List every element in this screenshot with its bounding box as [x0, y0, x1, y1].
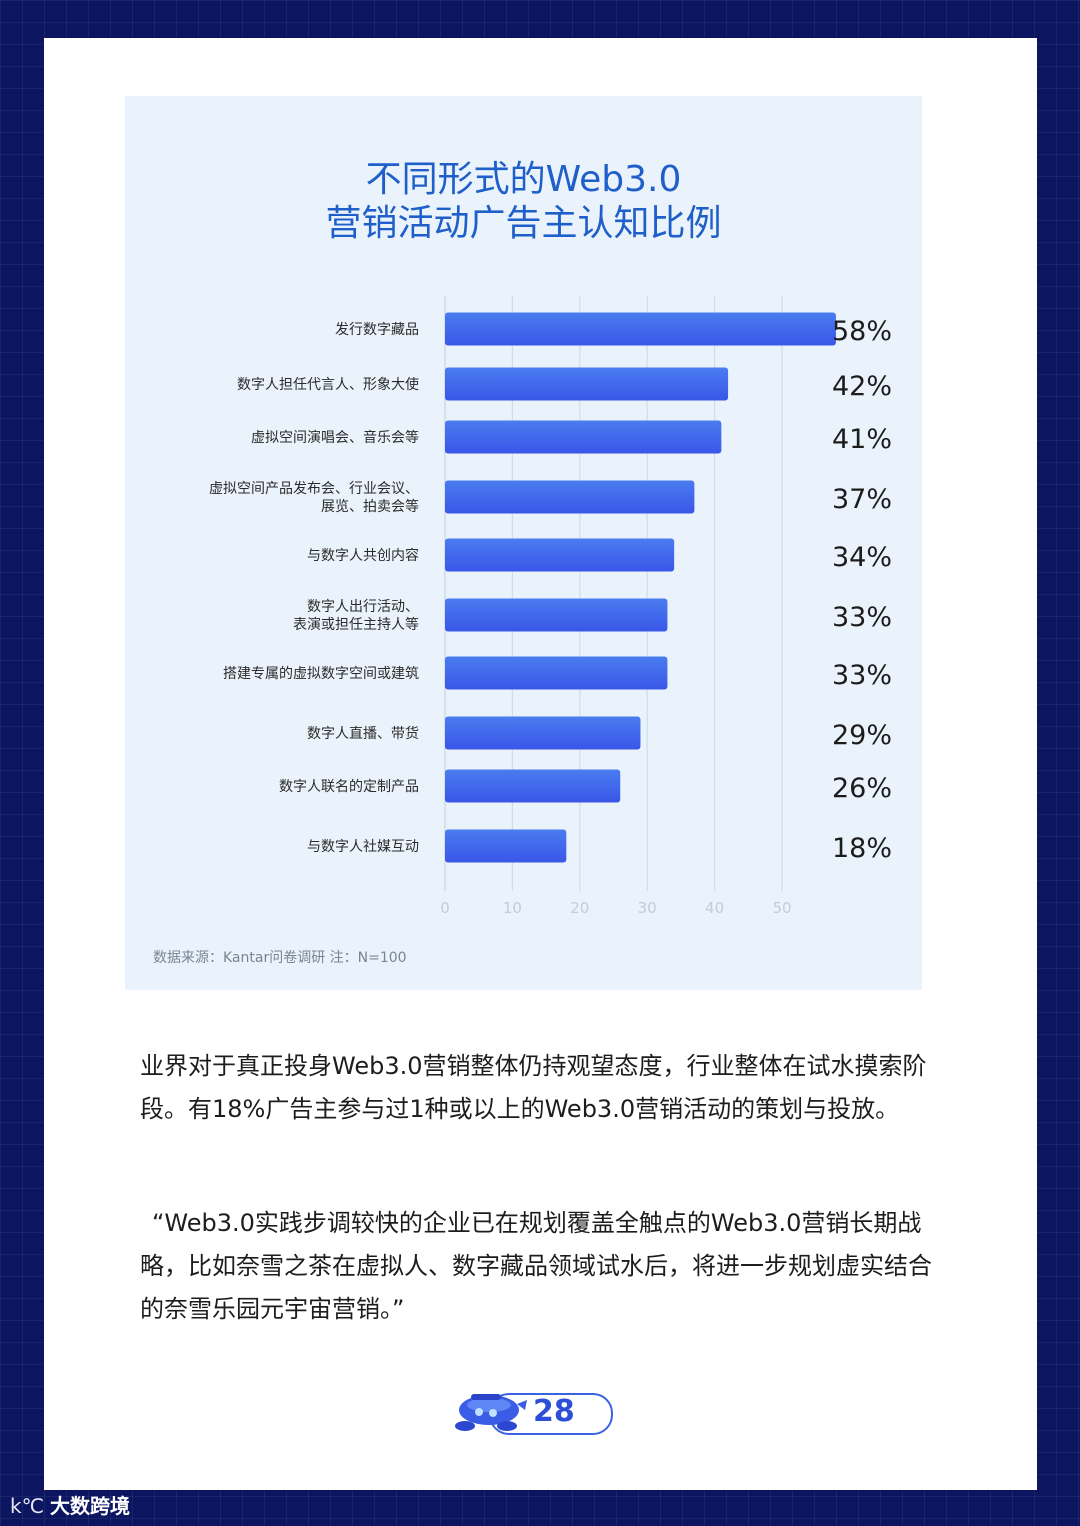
- x-tick-label: 30: [638, 899, 657, 917]
- value-label: 18%: [832, 833, 892, 864]
- value-label: 58%: [832, 316, 892, 347]
- bar: [445, 480, 695, 514]
- category-label: 搭建专属的虚拟数字空间或建筑: [223, 666, 419, 682]
- watermark: k℃ 大数跨境: [10, 1490, 130, 1522]
- bar: [445, 716, 641, 750]
- x-tick-label: 40: [705, 899, 724, 917]
- watermark-text: 大数跨境: [50, 1494, 131, 1518]
- body-paragraph-2: “Web3.0实践步调较快的企业已在规划覆盖全触点的Web3.0营销长期战略，比…: [140, 1209, 932, 1323]
- category-label: 数字人联名的定制产品: [279, 779, 419, 795]
- x-tick-label: 0: [440, 899, 450, 917]
- bar: [445, 367, 729, 401]
- chart-title-line-2: 营销活动广告主认知比例: [325, 203, 722, 244]
- bar: [445, 829, 567, 863]
- watermark-logo-icon: k℃: [10, 1494, 45, 1518]
- bar: [445, 538, 675, 572]
- category-label: 发行数字藏品: [335, 322, 419, 338]
- value-label: 33%: [832, 602, 892, 633]
- category-label: 与数字人共创内容: [307, 547, 419, 564]
- value-label: 41%: [832, 424, 892, 455]
- bar: [445, 598, 668, 632]
- category-label: 虚拟空间产品发布会、行业会议、: [209, 481, 419, 497]
- bar: [445, 769, 621, 803]
- value-label: 26%: [832, 773, 892, 804]
- category-label: 展览、拍卖会等: [321, 498, 419, 515]
- value-label: 37%: [832, 484, 892, 515]
- chart-card: 不同形式的Web3.0 营销活动广告主认知比例 0 10 20 30 40 50 发行数字藏…: [125, 96, 922, 990]
- category-label: 数字人直播、带货: [307, 725, 419, 742]
- bar: [445, 420, 722, 454]
- category-label: 表演或担任主持人等: [293, 616, 419, 633]
- category-label: 虚拟空间演唱会、音乐会等: [251, 429, 419, 446]
- bar-chart: 0 10 20 30 40 50 发行数字藏品 58% 数字人担任代言人、形象大使 42% 虚拟空间…: [209, 296, 892, 917]
- source-note: 数据来源：Kantar问卷调研 注：N=100: [153, 950, 407, 966]
- chart-title: 不同形式的Web3.0 营销活动广告主认知比例: [125, 158, 922, 246]
- value-label: 42%: [832, 371, 892, 402]
- page-number-badge: 28: [451, 1386, 613, 1436]
- category-label: 数字人担任代言人、形象大使: [237, 376, 419, 393]
- value-label: 33%: [832, 660, 892, 691]
- submarine-mascot-icon: [455, 1394, 527, 1431]
- x-tick-label: 20: [570, 899, 589, 917]
- bar: [445, 656, 668, 690]
- value-label: 29%: [832, 720, 892, 751]
- x-tick-label: 10: [503, 899, 522, 917]
- page: 不同形式的Web3.0 营销活动广告主认知比例 0 10 20 30 40 50 发行数字藏…: [44, 38, 1037, 1490]
- value-label: 34%: [832, 542, 892, 573]
- category-label: 与数字人社媒互动: [307, 839, 419, 855]
- bar: [445, 312, 836, 346]
- x-tick-label: 50: [772, 899, 791, 917]
- chart-title-line-1: 不同形式的Web3.0: [365, 159, 682, 200]
- page-number: 28: [533, 1394, 575, 1429]
- body-paragraph-1: 业界对于真正投身Web3.0营销整体仍持观望态度，行业整体在试水摸索阶段。有18…: [140, 1052, 927, 1123]
- category-label: 数字人出行活动、: [307, 599, 419, 615]
